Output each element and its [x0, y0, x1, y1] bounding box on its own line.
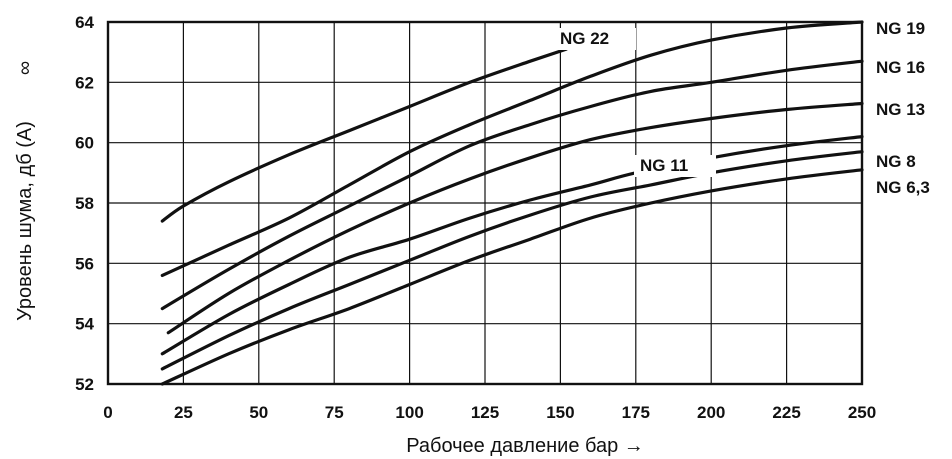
series-label: NG 19: [876, 19, 925, 38]
series-label: NG 16: [876, 58, 925, 77]
y-tick-label: 64: [75, 13, 94, 32]
series-line: [160, 150, 864, 371]
plot-frame: [106, 20, 864, 386]
x-tick-label: 225: [772, 403, 800, 422]
x-tick-label: 100: [395, 403, 423, 422]
series-label-gap: [554, 28, 636, 50]
series-line: [166, 101, 864, 335]
grid: [108, 22, 862, 384]
y-tick-label: 54: [75, 315, 94, 334]
series-curves: [160, 20, 864, 386]
series-label: NG 6,3: [876, 178, 930, 197]
series-label: NG 22: [560, 29, 609, 48]
x-tick-label: 125: [471, 403, 499, 422]
y-axis-symbol: ∞: [14, 61, 36, 75]
x-tick-label: 175: [622, 403, 650, 422]
x-tick-label: 25: [174, 403, 193, 422]
series-label: NG 8: [876, 152, 916, 171]
x-tick-label: 150: [546, 403, 574, 422]
x-tick-label: 250: [848, 403, 876, 422]
series-line: [160, 168, 864, 386]
series-line: [160, 20, 864, 277]
series-labels: NG 22 NG 19 NG 16 NG 13 NG 11 NG 8 NG 6,3: [554, 19, 930, 197]
series-line: [160, 47, 568, 223]
x-tick-label: 200: [697, 403, 725, 422]
y-tick-label: 62: [75, 73, 94, 92]
x-tick-label: 0: [103, 403, 112, 422]
series-label: NG 13: [876, 100, 925, 119]
x-tick-label: 50: [249, 403, 268, 422]
series-line: [160, 59, 864, 311]
y-tick-label: 52: [75, 375, 94, 394]
x-axis-label: Рабочее давление бар →: [406, 435, 644, 457]
series-line: [160, 135, 864, 356]
series-label-gap: [634, 155, 716, 177]
tick-labels: 0 25 50 75 100 125 150 175 200 225 250 52 54 56 58 60 62…: [75, 13, 876, 422]
y-tick-label: 60: [75, 134, 94, 153]
y-axis-label: Уровень шума, дб (A): [14, 121, 36, 321]
series-label: NG 11: [640, 156, 688, 175]
y-tick-label: 58: [75, 194, 94, 213]
x-tick-label: 75: [325, 403, 344, 422]
y-tick-label: 56: [75, 254, 94, 273]
